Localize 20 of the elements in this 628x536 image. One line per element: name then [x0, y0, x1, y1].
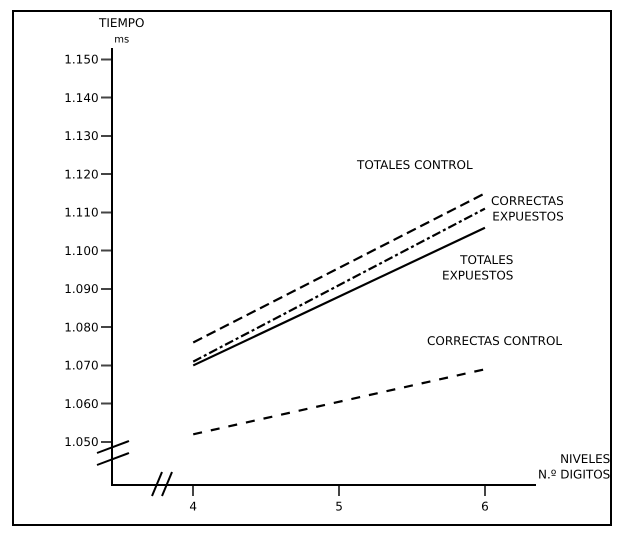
- series-label: TOTALES EXPUESTOS: [442, 253, 514, 283]
- y-axis-title: TIEMPO ms: [98, 16, 144, 46]
- y-tick-label: 1.080: [64, 320, 99, 334]
- text: TOTALES CONTROL: [356, 158, 473, 172]
- y-tick-label: 1.100: [64, 244, 99, 258]
- text: CORRECTAS CONTROL: [427, 334, 562, 348]
- y-tick-label: 1.050: [64, 435, 99, 450]
- y-tick-label: 1.150: [64, 52, 99, 67]
- x-tick-label: 4: [189, 499, 198, 514]
- x-axis-title: NIVELES N.º DIGITOS: [538, 452, 610, 482]
- y-tick-label: 1.110: [64, 206, 99, 220]
- y-tick-label: 1.130: [64, 129, 99, 144]
- y-tick-label: 1.140: [64, 90, 99, 105]
- x-tick-label: 6: [481, 499, 489, 514]
- y-tick-label: 1.120: [64, 167, 99, 182]
- y-tick-label: 1.090: [64, 282, 99, 296]
- series-label: CORRECTAS EXPUESTOS: [491, 194, 564, 224]
- y-tick-label: 1.060: [64, 396, 99, 411]
- y-tick-label: 1.070: [64, 358, 99, 373]
- x-tick-label: 5: [335, 499, 343, 514]
